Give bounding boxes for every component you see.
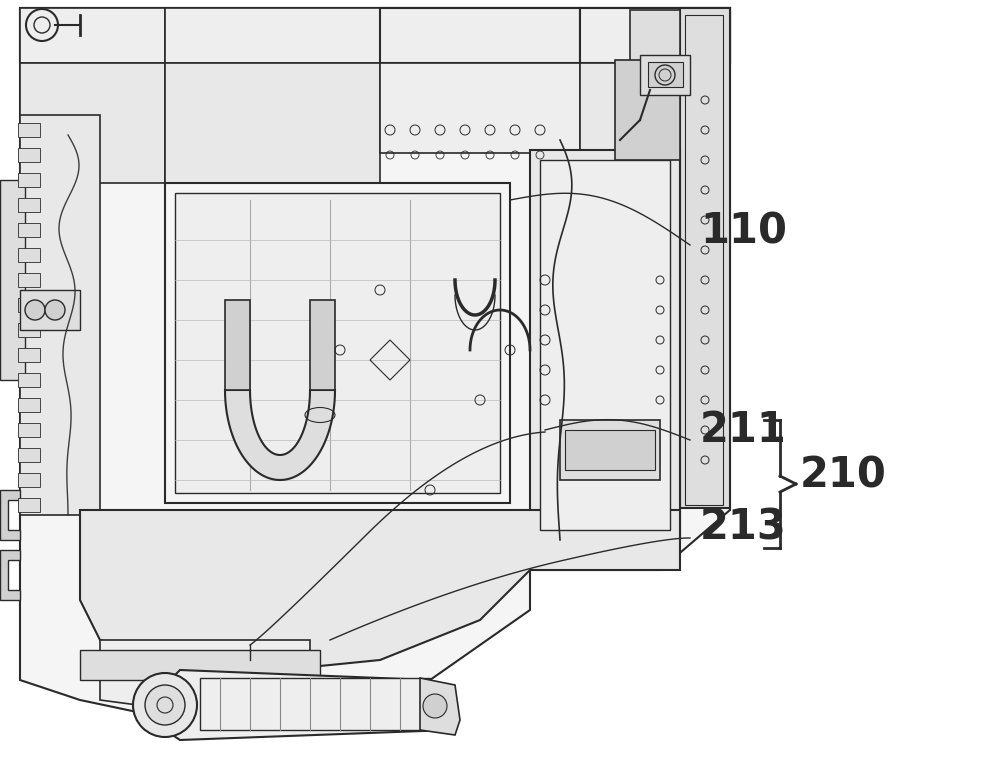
Bar [18,173,40,187]
Polygon shape [420,678,460,735]
Bar [640,55,690,95]
Bar [310,300,335,390]
Bar [18,448,40,462]
Circle shape [655,65,675,85]
Polygon shape [20,8,730,720]
Bar [530,150,680,540]
Bar [580,63,730,183]
Bar [380,63,580,153]
Bar [648,62,683,87]
Bar [18,273,40,287]
Bar [165,8,380,63]
Circle shape [145,685,185,725]
Bar [20,115,100,515]
Text: 210: 210 [800,454,887,496]
Bar [560,420,660,480]
Bar [565,430,655,470]
Polygon shape [0,550,20,600]
Bar [200,678,430,730]
Bar [20,63,165,183]
Text: 110: 110 [700,211,787,253]
Bar [18,398,40,412]
Polygon shape [100,640,310,710]
Bar [225,300,250,390]
Bar [18,348,40,362]
Bar [20,8,165,63]
Bar [18,473,40,487]
Bar [80,650,320,680]
Bar [18,148,40,162]
Bar [380,8,580,63]
Bar [20,8,730,63]
Circle shape [25,300,45,320]
Polygon shape [150,670,450,740]
Bar [18,298,40,312]
Bar [18,323,40,337]
Bar [540,160,670,530]
Bar [685,15,723,505]
Text: 211: 211 [700,409,787,451]
Polygon shape [630,10,680,80]
Bar [18,498,40,512]
Bar [615,60,680,160]
Bar [18,248,40,262]
Bar [18,123,40,137]
Polygon shape [225,390,335,480]
Bar [18,423,40,437]
Circle shape [133,673,197,737]
Bar [165,63,380,243]
Bar [20,290,80,330]
Text: 213: 213 [700,507,787,549]
Polygon shape [80,510,680,670]
Bar [680,8,730,508]
Polygon shape [0,490,20,540]
Bar [580,8,730,63]
Circle shape [423,694,447,718]
Circle shape [26,9,58,41]
Bar [18,198,40,212]
Bar [165,183,510,503]
Bar [18,373,40,387]
Bar [175,193,500,493]
Bar [0,180,25,380]
Circle shape [45,300,65,320]
Bar [18,223,40,237]
